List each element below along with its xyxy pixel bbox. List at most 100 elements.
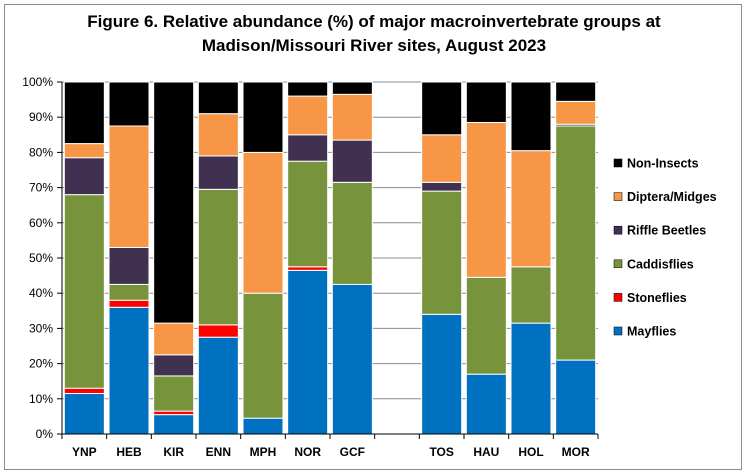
y-tick-label: 50% xyxy=(29,251,53,265)
bar-segment-heb-stoneflies xyxy=(108,299,150,308)
bar-segment-tos-caddisflies xyxy=(421,190,463,315)
gridlines xyxy=(62,81,598,400)
bar-segment-tos-mayflies xyxy=(421,313,463,435)
bar-segment-ynp-diptera-midges xyxy=(63,143,105,159)
bar-segment-enn-diptera-midges xyxy=(197,113,239,157)
bar-segment-mor-caddisflies xyxy=(555,125,597,361)
chart-title-line2: Madison/Missouri River sites, August 202… xyxy=(201,36,547,55)
bar-segment-mor-non-insects xyxy=(555,81,597,102)
bar-segment-gcf-diptera-midges xyxy=(331,93,373,141)
bar-segment-hol-diptera-midges xyxy=(510,150,552,268)
x-tick-label: MOR xyxy=(562,445,590,459)
bar-segment-tos-diptera-midges xyxy=(421,134,463,183)
bar-segment-ynp-non-insects xyxy=(63,81,105,145)
x-tick-label: GCF xyxy=(340,445,365,459)
bar-segment-nor-diptera-midges xyxy=(287,95,329,136)
bar-segment-ynp-mayflies xyxy=(63,393,105,435)
legend-label-diptera-midges: Diptera/Midges xyxy=(627,190,717,204)
x-tick-label: HEB xyxy=(116,445,142,459)
bar-segment-hol-mayflies xyxy=(510,322,552,435)
bar-segment-tos-non-insects xyxy=(421,81,463,136)
legend-label-stoneflies: Stoneflies xyxy=(627,291,687,305)
x-tick-label: HAU xyxy=(473,445,499,459)
y-tick-label: 80% xyxy=(29,145,53,159)
bar-segment-enn-riffle-beetles xyxy=(197,155,239,190)
bar-segment-nor-riffle-beetles xyxy=(287,134,329,162)
bar-segment-mph-caddisflies xyxy=(242,292,284,419)
bar-segment-mor-diptera-midges xyxy=(555,100,597,125)
legend-swatch-riffle-beetles xyxy=(613,225,623,235)
bar-segment-heb-riffle-beetles xyxy=(108,246,150,285)
bar-segment-gcf-caddisflies xyxy=(331,181,373,285)
bar-segment-heb-non-insects xyxy=(108,81,150,127)
bar-segment-hau-caddisflies xyxy=(465,276,507,375)
bar-segment-kir-diptera-midges xyxy=(153,322,195,356)
legend-swatch-stoneflies xyxy=(613,293,623,302)
bar-segment-mph-diptera-midges xyxy=(242,151,284,294)
bar-segment-gcf-non-insects xyxy=(331,81,373,95)
bar-segment-hau-non-insects xyxy=(465,81,507,123)
bar-segment-hau-diptera-midges xyxy=(465,121,507,278)
y-tick-labels: 0% 10% 20% 30% 40% 50% 60% 70% 80% 90% 100% xyxy=(22,75,53,441)
y-tick-label: 20% xyxy=(29,357,53,371)
bar-segment-nor-caddisflies xyxy=(287,160,329,268)
y-tick-label: 60% xyxy=(29,216,53,230)
bar-segment-hol-caddisflies xyxy=(510,266,552,324)
x-tick-label: ENN xyxy=(206,445,231,459)
legend-swatch-mayflies xyxy=(613,326,623,336)
y-tick-label: 40% xyxy=(29,286,53,300)
bar-segment-heb-mayflies xyxy=(108,306,150,435)
x-tick-label: KIR xyxy=(163,445,184,459)
x-tick-labels: YNP HEB KIR ENN MPH NOR GCF TOS HAU HOL MOR xyxy=(72,445,590,459)
bar-segment-nor-non-insects xyxy=(287,81,329,97)
bar-segment-kir-mayflies xyxy=(153,414,195,435)
axes xyxy=(57,81,599,439)
x-tick-label: HOL xyxy=(518,445,543,459)
legend-swatch-caddisflies xyxy=(613,259,623,269)
bar-segment-ynp-stoneflies xyxy=(63,387,105,395)
legend-label-non-insects: Non-Insects xyxy=(627,157,699,171)
bar-segment-gcf-riffle-beetles xyxy=(331,139,373,183)
bar-segment-mph-mayflies xyxy=(242,417,284,435)
bar-segment-kir-caddisflies xyxy=(153,375,195,412)
bar-segment-enn-caddisflies xyxy=(197,188,239,326)
bar-segment-hol-non-insects xyxy=(510,81,552,152)
y-tick-label: 90% xyxy=(29,110,53,124)
bar-segment-ynp-caddisflies xyxy=(63,194,105,389)
x-tick-label: TOS xyxy=(429,445,453,459)
bar-segment-nor-mayflies xyxy=(287,269,329,435)
bar-segment-tos-riffle-beetles xyxy=(421,181,463,192)
bar-segment-kir-non-insects xyxy=(153,81,195,324)
bar-segment-kir-riffle-beetles xyxy=(153,354,195,377)
bars xyxy=(63,81,597,435)
x-tick-label: MPH xyxy=(250,445,277,459)
legend-swatch-diptera-midges xyxy=(613,192,623,201)
legend: Non-Insects Diptera/Midges Riffle Beetles C… xyxy=(613,157,717,339)
x-tick-label: NOR xyxy=(294,445,321,459)
chart-title-line1: Figure 6. Relative abundance (%) of majo… xyxy=(87,12,661,31)
legend-swatch-non-insects xyxy=(613,158,623,168)
bar-segment-ynp-riffle-beetles xyxy=(63,157,105,196)
bar-segment-heb-caddisflies xyxy=(108,283,150,301)
y-tick-label: 30% xyxy=(29,321,53,335)
bar-segment-mph-non-insects xyxy=(242,81,284,153)
y-tick-label: 10% xyxy=(29,392,53,406)
bar-segment-mor-mayflies xyxy=(555,359,597,435)
bar-segment-kir-stoneflies xyxy=(153,410,195,416)
bar-segment-enn-stoneflies xyxy=(197,324,239,338)
bar-segment-enn-non-insects xyxy=(197,81,239,115)
bar-segment-heb-diptera-midges xyxy=(108,125,150,248)
x-tick-label: YNP xyxy=(72,445,97,459)
legend-label-mayflies: Mayflies xyxy=(627,325,676,339)
bar-segment-hau-mayflies xyxy=(465,373,507,435)
legend-label-riffle-beetles: Riffle Beetles xyxy=(627,224,706,238)
y-tick-label: 70% xyxy=(29,181,53,195)
legend-label-caddisflies: Caddisflies xyxy=(627,257,694,271)
y-tick-label: 0% xyxy=(36,427,54,441)
bar-segment-gcf-mayflies xyxy=(331,283,373,435)
bar-segment-nor-stoneflies xyxy=(287,266,329,271)
chart-title: Figure 6. Relative abundance (%) of majo… xyxy=(0,10,748,58)
y-tick-label: 100% xyxy=(22,75,53,89)
bar-segment-enn-mayflies xyxy=(197,336,239,435)
